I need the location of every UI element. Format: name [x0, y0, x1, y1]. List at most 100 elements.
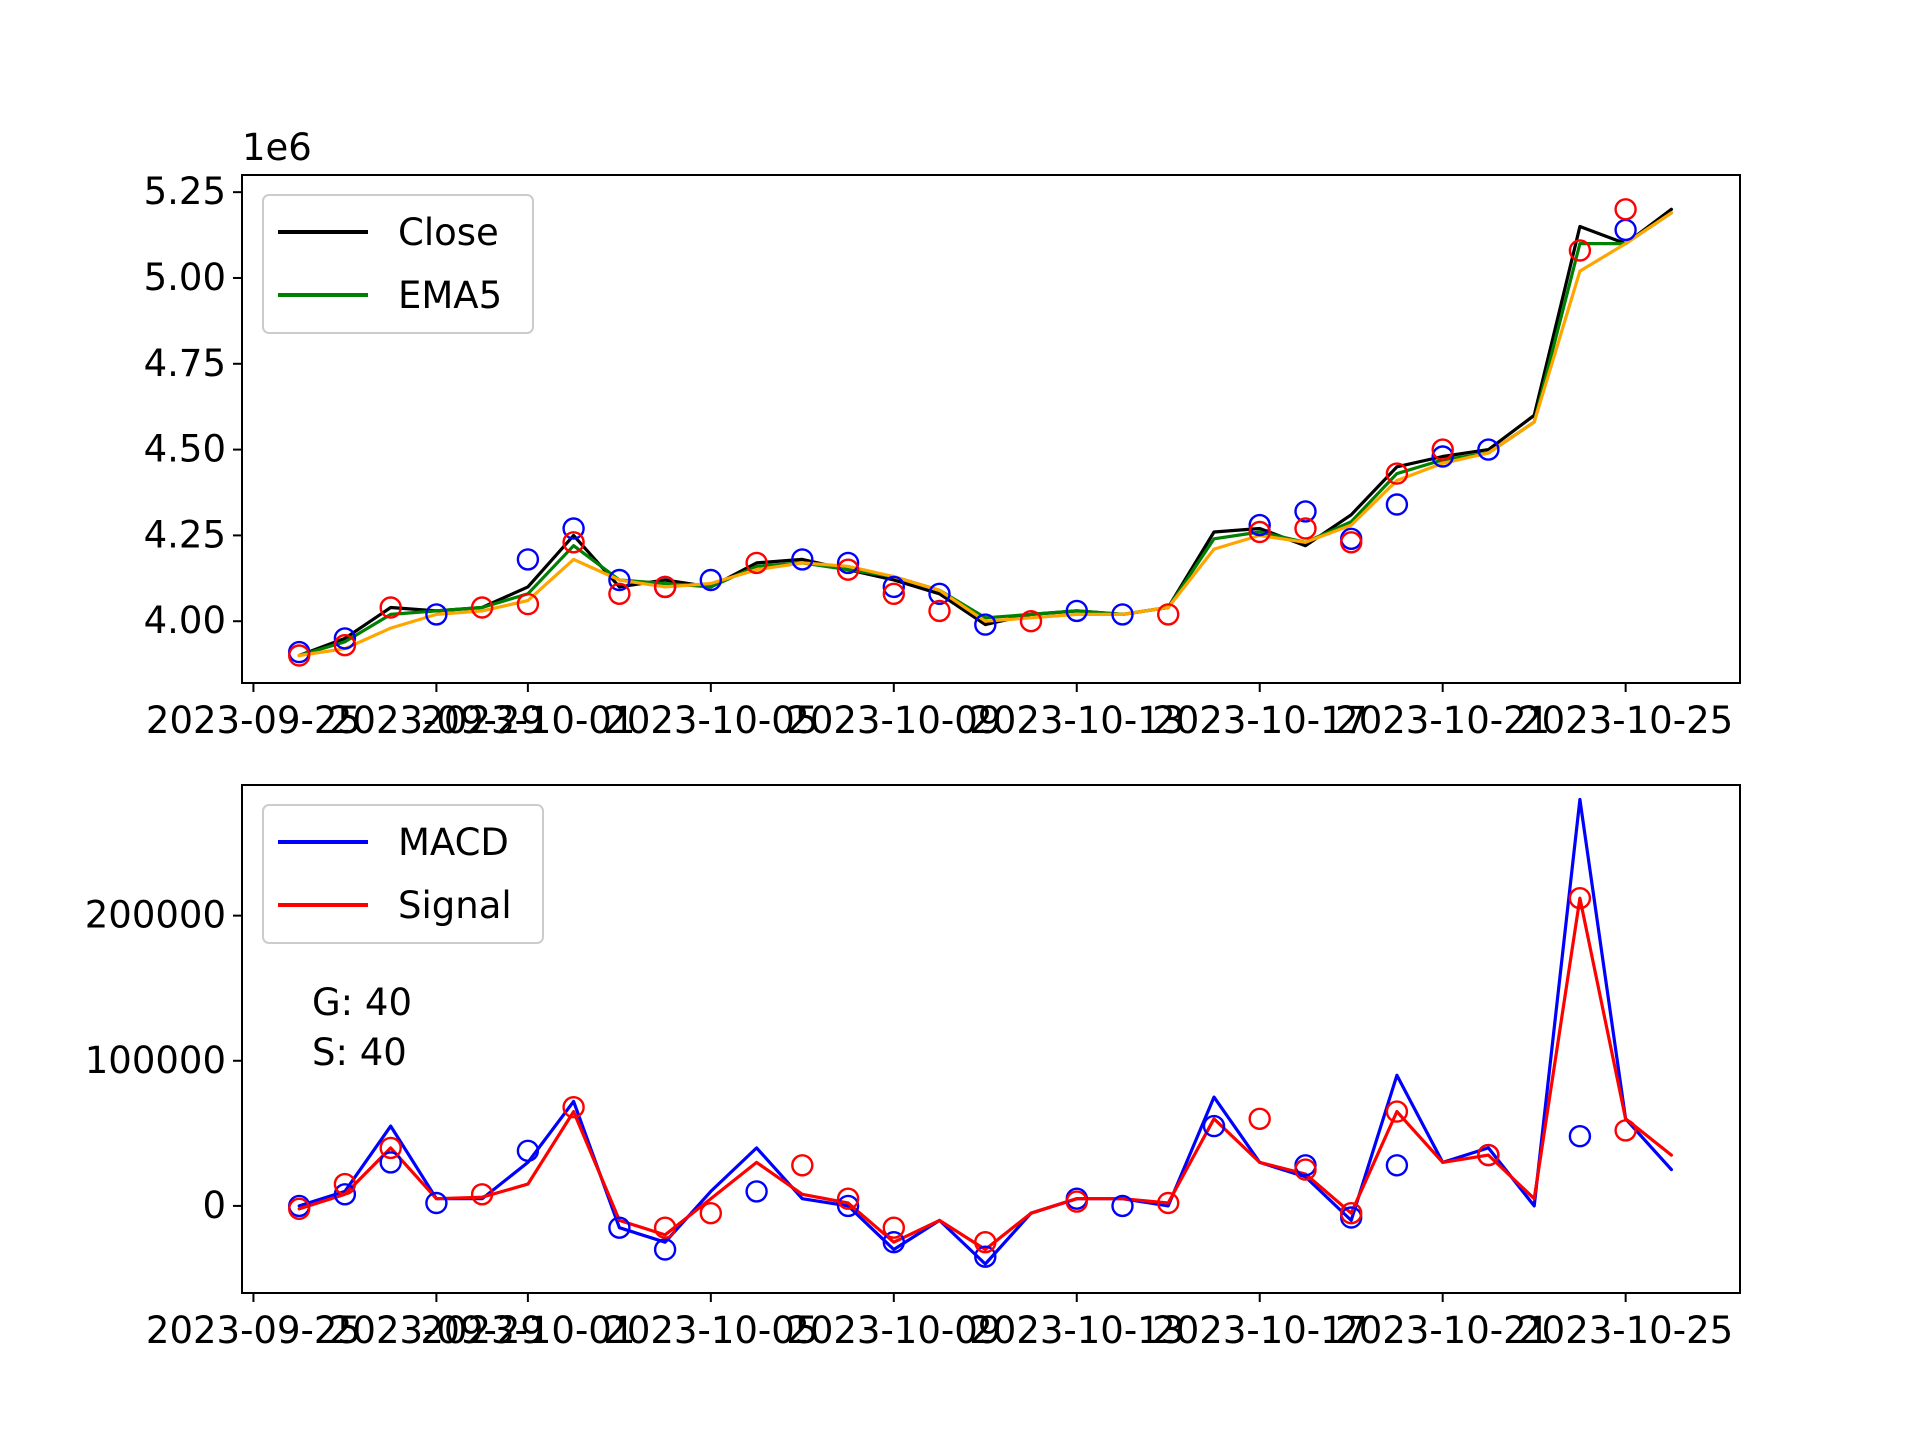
macd-plot-area	[288, 797, 1674, 1268]
price-marker-point	[288, 644, 311, 667]
macd-marker-point	[1248, 1107, 1271, 1131]
macd-marker-point	[882, 1216, 905, 1239]
price-marker-point	[1294, 517, 1317, 540]
macd-marker-point	[1385, 1100, 1409, 1123]
price-scale-label: 1e6	[242, 126, 312, 169]
price-marker-point	[562, 517, 585, 540]
macd-marker-point	[653, 1216, 677, 1239]
price-marker-point	[836, 558, 860, 581]
price-x-tick-label: 2023-10-17	[1152, 699, 1367, 742]
price-marker-point	[745, 551, 768, 575]
price-marker-point	[333, 627, 357, 650]
macd-marker-point	[379, 1136, 402, 1160]
macd-marker-point	[791, 1154, 814, 1177]
price-marker-point	[928, 599, 951, 623]
macd-marker-point	[974, 1245, 997, 1268]
macd-marker-point	[1065, 1190, 1089, 1213]
macd-x-tick-label: 2023-10-17	[1152, 1309, 1367, 1352]
price-marker-point	[1477, 438, 1500, 461]
price-marker-point	[608, 582, 631, 605]
macd-x-tick-label: 2023-09-25	[146, 1309, 361, 1352]
macd-x-tick-label: 2023-10-09	[786, 1309, 1001, 1352]
price-marker-point	[1568, 239, 1592, 262]
legend-box	[262, 194, 534, 334]
price-axes-frame	[241, 174, 1741, 684]
price-marker-point	[1339, 531, 1363, 554]
price-panel: 4.004.254.504.755.005.25 2023-09-252023-…	[144, 126, 1741, 742]
macd-x-tick-label: 2023-10-05	[603, 1309, 818, 1352]
price-marker-point	[1248, 520, 1271, 544]
legend-label-ema5: EMA5	[398, 274, 502, 317]
price-x-tick-label: 2023-10-09	[786, 699, 1001, 742]
macd-marker-point	[379, 1151, 402, 1174]
price-marker-point	[1431, 438, 1454, 461]
price-x-tick-label: 2023-10-21	[1335, 699, 1550, 742]
price-marker-point	[791, 548, 814, 571]
macd-marker-point	[882, 1230, 905, 1254]
macd-y-tick-label: 0	[202, 1184, 226, 1227]
price-marker-point	[1065, 599, 1089, 623]
price-marker-point	[1019, 610, 1043, 633]
price-marker-point	[1385, 493, 1409, 516]
macd-marker-point	[1111, 1194, 1134, 1218]
macd-x-tick-label: 2023-09-29	[329, 1309, 544, 1352]
annotation-g: G: 40	[312, 981, 412, 1024]
price-marker-point	[379, 596, 402, 619]
price-legend: Close EMA5	[262, 194, 534, 334]
macd-marker-point	[836, 1194, 860, 1218]
price-marker-point	[1248, 513, 1271, 537]
macd-marker-point	[288, 1197, 311, 1221]
price-x-tick-label: 2023-09-25	[146, 699, 361, 742]
price-marker-point	[562, 531, 585, 554]
price-x-tick-label: 2023-10-01	[420, 699, 635, 742]
price-line-series-2	[297, 211, 1674, 658]
price-y-axis: 4.00 4.25 4.50 4.75 5.00 5.25	[144, 170, 242, 642]
price-plot-area	[288, 198, 1674, 667]
macd-marker-point	[1202, 1114, 1226, 1138]
macd-marker-point	[836, 1187, 860, 1210]
legend-label-signal: Signal	[398, 884, 512, 927]
price-marker-point	[699, 568, 722, 592]
price-marker-point	[1431, 445, 1454, 468]
macd-x-tick-label: 2023-10-01	[420, 1309, 635, 1352]
price-x-tick-label: 2023-10-13	[969, 699, 1184, 742]
price-x-tick-label: 2023-10-05	[603, 699, 818, 742]
price-x-tick-label: 2023-09-29	[329, 699, 544, 742]
price-y-tick-label: 5.00	[144, 256, 226, 299]
macd-legend: MACD Signal	[262, 804, 544, 944]
macd-y-tick-label: 200000	[85, 894, 226, 937]
macd-marker-point	[333, 1172, 357, 1196]
price-marker-point	[608, 568, 631, 592]
macd-marker-point	[1477, 1143, 1500, 1167]
macd-axes-frame	[241, 784, 1741, 1294]
macd-marker-point	[1385, 1154, 1409, 1177]
macd-marker-point	[1294, 1158, 1317, 1181]
price-x-axis: 2023-09-252023-09-292023-10-012023-10-05…	[146, 683, 1733, 742]
price-line-close	[297, 207, 1674, 658]
price-marker-point	[333, 634, 357, 657]
price-marker-point	[882, 582, 905, 605]
price-marker-point	[470, 596, 494, 619]
price-marker-point	[836, 551, 860, 575]
macd-marker-point	[1339, 1201, 1363, 1225]
price-y-tick-label: 4.75	[144, 342, 226, 385]
macd-marker-point	[425, 1191, 448, 1215]
price-y-tick-label: 4.50	[144, 428, 226, 471]
price-marker-point	[653, 575, 677, 599]
macd-marker-point	[1568, 1124, 1592, 1148]
macd-marker-point	[333, 1183, 357, 1206]
legend-label-close: Close	[398, 211, 499, 254]
price-marker-point	[516, 592, 540, 616]
legend-label-macd: MACD	[398, 821, 509, 864]
price-marker-point	[1294, 500, 1317, 523]
price-y-tick-label: 5.25	[144, 170, 226, 213]
legend-box	[262, 804, 544, 944]
macd-line-signal	[297, 896, 1674, 1252]
macd-marker-point	[1568, 887, 1592, 910]
macd-marker-point	[562, 1095, 585, 1119]
price-marker-point	[1614, 198, 1637, 221]
price-marker-point	[882, 575, 905, 599]
macd-x-tick-label: 2023-10-21	[1335, 1309, 1550, 1352]
